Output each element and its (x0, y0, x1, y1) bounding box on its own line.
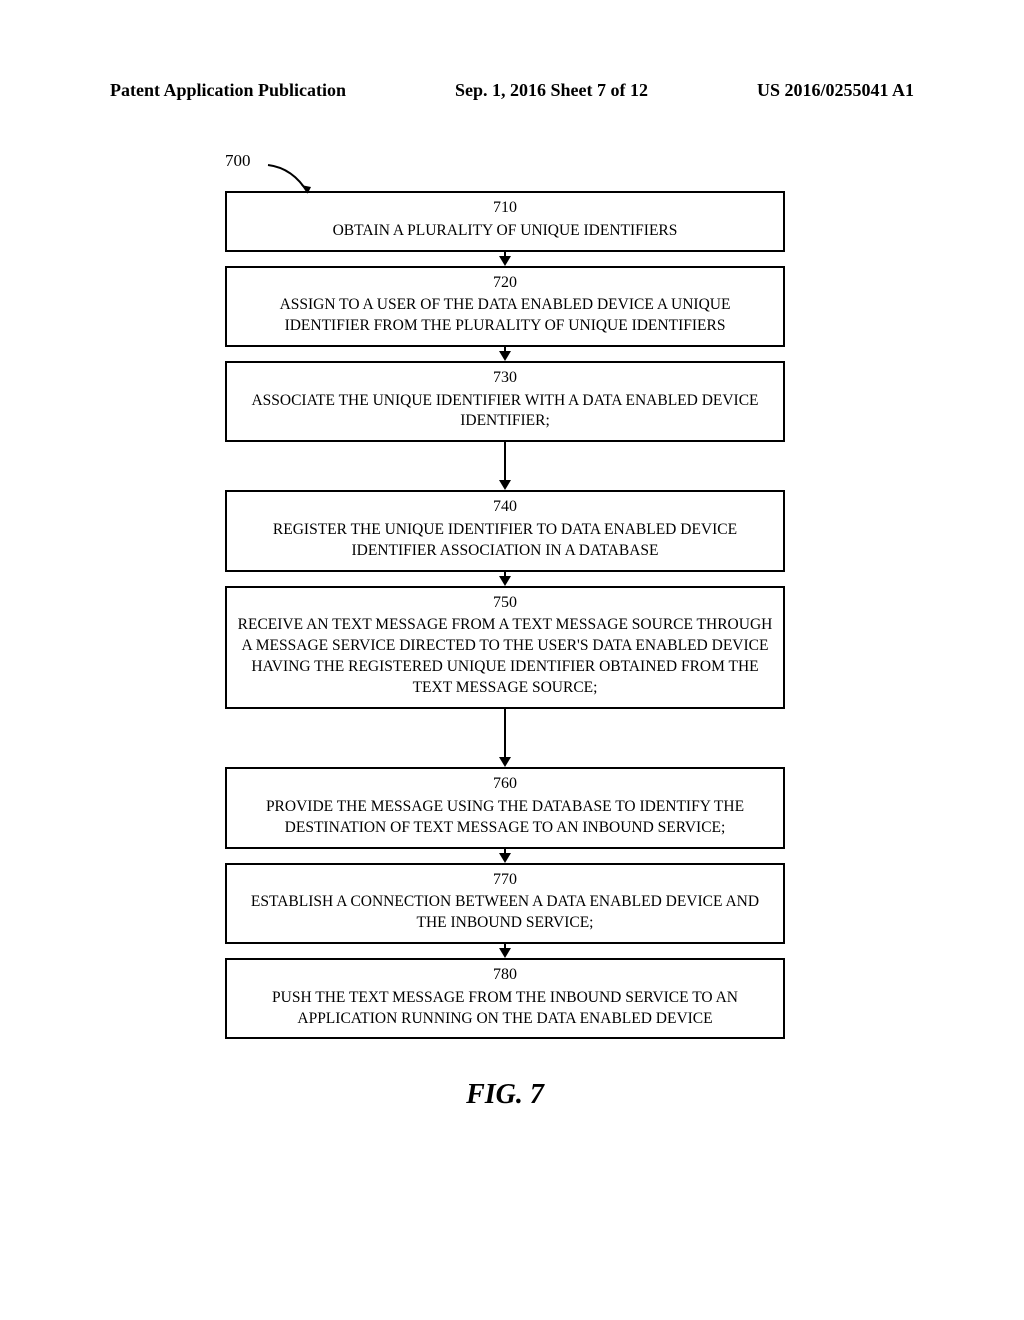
flow-step-760: 760 PROVIDE THE MESSAGE USING THE DATABAS… (225, 767, 785, 848)
figure-caption: FIG. 7 (225, 1079, 785, 1111)
flow-step-770: 770ESTABLISH A CONNECTION BETWEEN A DATA… (225, 863, 785, 944)
flowchart: 700 710OBTAIN A PLURALITY OF UNIQUE IDEN… (225, 191, 785, 1039)
flow-step-720: 720ASSIGN TO A USER OF THE DATA ENABLED … (225, 266, 785, 347)
down-arrow-icon (495, 709, 515, 767)
step-text: ASSIGN TO A USER OF THE DATA ENABLED DEV… (280, 296, 731, 334)
step-text: OBTAIN A PLURALITY OF UNIQUE IDENTIFIERS (333, 222, 678, 239)
step-number: 750 (237, 592, 773, 614)
step-number: 730 (237, 367, 773, 389)
steps-container: 710OBTAIN A PLURALITY OF UNIQUE IDENTIFI… (225, 191, 785, 1039)
step-number: 760 (237, 773, 773, 795)
step-text: REGISTER THE UNIQUE IDENTIFIER TO DATA E… (273, 521, 737, 559)
down-arrow-icon (495, 572, 515, 586)
down-arrow-icon (495, 442, 515, 490)
header-right: US 2016/0255041 A1 (757, 80, 914, 101)
flow-arrow (225, 849, 785, 863)
step-text: ESTABLISH A CONNECTION BETWEEN A DATA EN… (251, 893, 759, 931)
step-number: 770 (237, 869, 773, 891)
flow-step-750: 750RECEIVE AN TEXT MESSAGE FROM A TEXT M… (225, 586, 785, 709)
flow-arrow (225, 944, 785, 958)
down-arrow-icon (495, 347, 515, 361)
down-arrow-icon (495, 944, 515, 958)
flow-arrow (225, 572, 785, 586)
flow-step-740: 740 REGISTER THE UNIQUE IDENTIFIER TO DAT… (225, 490, 785, 571)
step-number: 780 (237, 964, 773, 986)
patent-page: Patent Application Publication Sep. 1, 2… (0, 0, 1024, 1320)
step-text: ASSOCIATE THE UNIQUE IDENTIFIER WITH A D… (251, 392, 758, 430)
flow-step-730: 730 ASSOCIATE THE UNIQUE IDENTIFIER WITH … (225, 361, 785, 442)
step-text: PUSH THE TEXT MESSAGE FROM THE INBOUND S… (272, 989, 738, 1027)
flow-step-780: 780 PUSH THE TEXT MESSAGE FROM THE INBOUN… (225, 958, 785, 1039)
header-left: Patent Application Publication (110, 80, 346, 101)
step-text: PROVIDE THE MESSAGE USING THE DATABASE T… (266, 798, 744, 836)
flow-arrow (225, 252, 785, 266)
flow-arrow (225, 347, 785, 361)
down-arrow-icon (495, 849, 515, 863)
step-text: RECEIVE AN TEXT MESSAGE FROM A TEXT MESS… (238, 616, 773, 696)
page-header: Patent Application Publication Sep. 1, 2… (110, 80, 914, 101)
flow-arrow (225, 709, 785, 767)
header-center: Sep. 1, 2016 Sheet 7 of 12 (455, 80, 648, 101)
down-arrow-icon (495, 252, 515, 266)
step-number: 740 (237, 496, 773, 518)
step-number: 720 (237, 272, 773, 294)
flow-ref-number: 700 (225, 151, 251, 171)
ref-arrow-icon (263, 163, 323, 203)
flow-arrow (225, 442, 785, 490)
